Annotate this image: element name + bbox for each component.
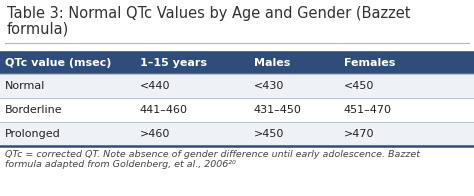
Text: >470: >470 [344,129,374,139]
Text: 441–460: 441–460 [140,105,188,115]
Bar [0,74,474,98]
Text: 451–470: 451–470 [344,105,392,115]
Text: QTc value (msec): QTc value (msec) [5,58,111,68]
Bar [0,122,474,146]
Text: formula adapted from Goldenberg, et al., 2006²⁰: formula adapted from Goldenberg, et al.,… [5,160,236,169]
Bar [0,98,474,122]
Text: 431–450: 431–450 [254,105,301,115]
Text: >460: >460 [140,129,170,139]
Text: <430: <430 [254,81,284,91]
Text: Normal: Normal [5,81,45,91]
Text: Females: Females [344,58,395,68]
Text: Prolonged: Prolonged [5,129,61,139]
Text: <450: <450 [344,81,374,91]
Text: >450: >450 [254,129,284,139]
Text: Borderline: Borderline [5,105,63,115]
Text: <440: <440 [140,81,170,91]
Text: 1–15 years: 1–15 years [140,58,207,68]
Bar [0,52,474,74]
Text: formula): formula) [7,22,69,37]
Text: QTc = corrected QT. Note absence of gender difference until early adolescence. B: QTc = corrected QT. Note absence of gend… [5,150,420,159]
Text: Males: Males [254,58,290,68]
Text: Table 3: Normal QTc Values by Age and Gender (Bazzet: Table 3: Normal QTc Values by Age and Ge… [7,6,410,21]
